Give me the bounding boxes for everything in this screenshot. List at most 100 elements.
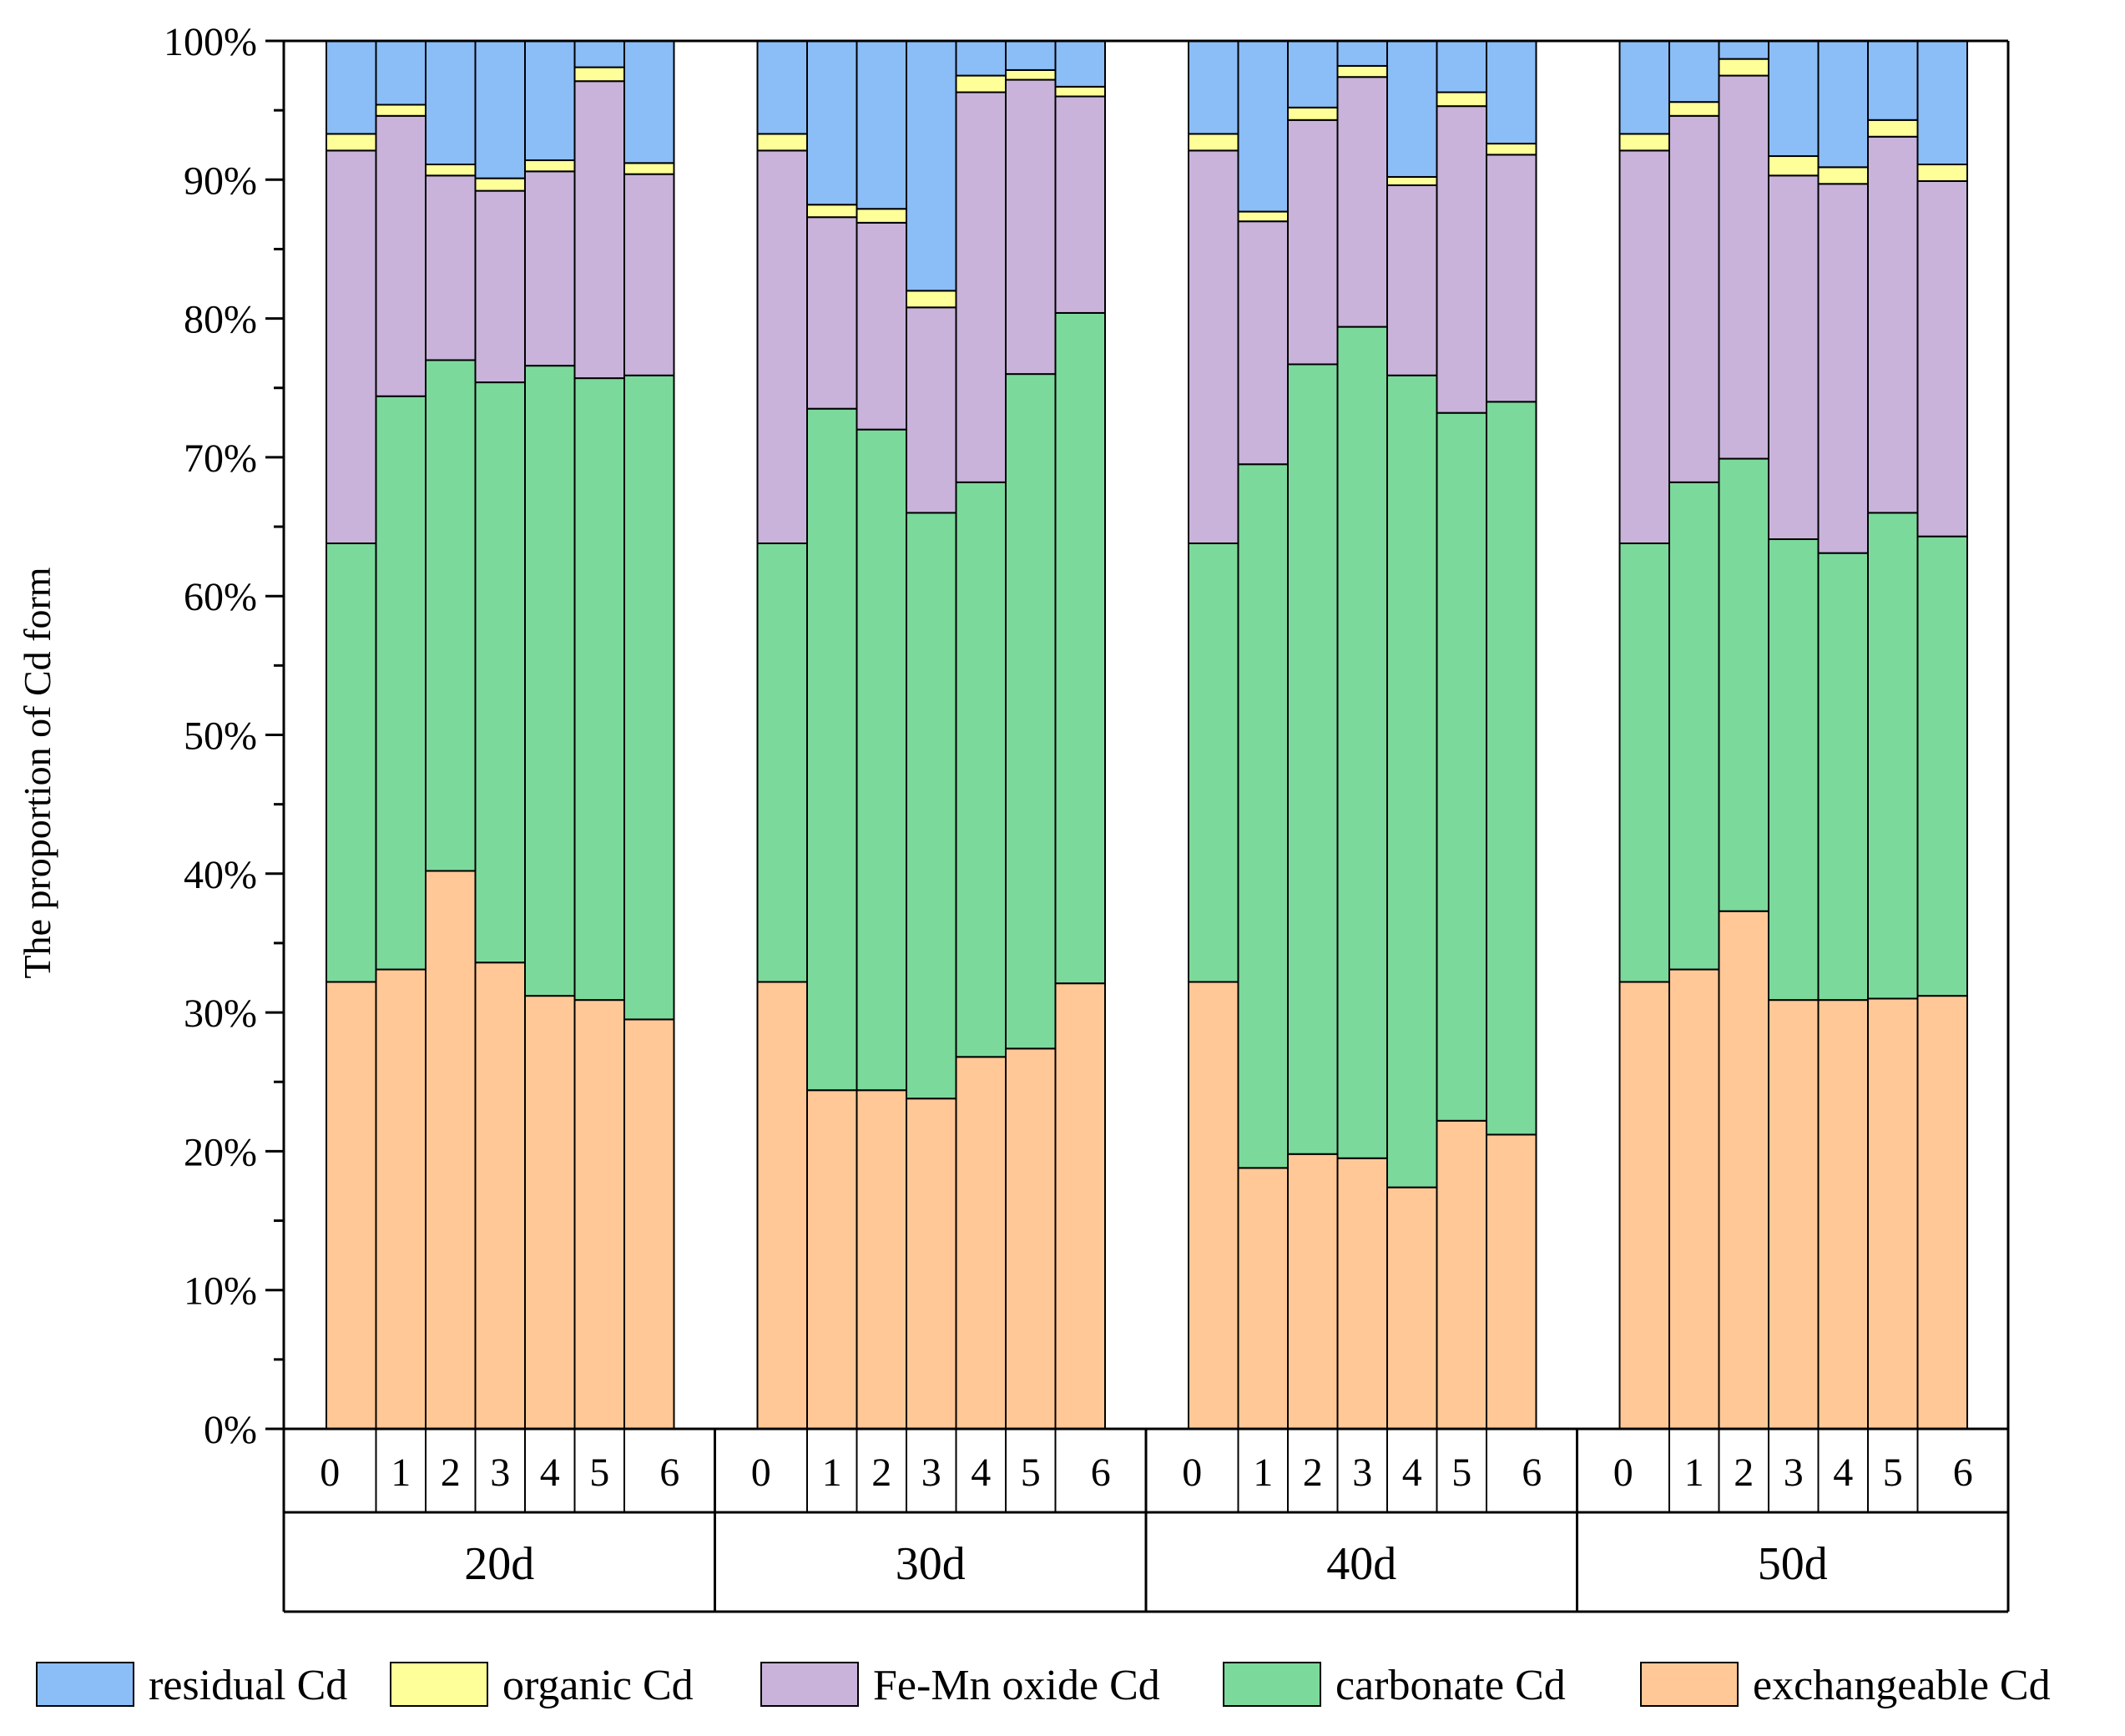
bar-40d-3-exchangeable-cd xyxy=(1336,1157,1388,1430)
legend-swatch-residual-cd xyxy=(36,1662,134,1707)
legend-swatch-carbonate-cd xyxy=(1223,1662,1321,1707)
bar-20d-4-carbonate-cd xyxy=(524,365,576,997)
bar-20d-0-fe-mn-oxide-cd xyxy=(326,149,377,545)
group-label-30d: 30d xyxy=(896,1538,966,1590)
y-tick-label: 70% xyxy=(184,437,257,481)
bar-30d-6-fe-mn-oxide-cd xyxy=(1054,95,1106,314)
x-tick-label-30d-0: 0 xyxy=(751,1451,771,1495)
x-tick-label-30d-6: 6 xyxy=(1091,1451,1111,1495)
x-tick-label-30d-5: 5 xyxy=(1021,1451,1041,1495)
bar-40d-2-exchangeable-cd xyxy=(1287,1153,1339,1430)
bar-40d-4-fe-mn-oxide-cd xyxy=(1386,184,1438,376)
bar-50d-5-fe-mn-oxide-cd xyxy=(1867,135,1919,514)
bar-50d-3-residual-cd xyxy=(1768,40,1820,158)
bar-20d-1-residual-cd xyxy=(375,40,427,106)
bar-20d-2-carbonate-cd xyxy=(425,359,477,872)
legend-swatch-organic-cd xyxy=(390,1662,488,1707)
x-tick-label-30d-4: 4 xyxy=(971,1451,991,1495)
bar-40d-3-organic-cd xyxy=(1336,64,1388,78)
bar-40d-2-fe-mn-oxide-cd xyxy=(1287,119,1339,366)
bar-30d-3-exchangeable-cd xyxy=(906,1098,957,1430)
x-tick-label-40d-5: 5 xyxy=(1451,1451,1471,1495)
bar-40d-1-exchangeable-cd xyxy=(1237,1167,1289,1430)
bar-40d-0-organic-cd xyxy=(1188,133,1239,152)
bar-50d-3-exchangeable-cd xyxy=(1768,999,1820,1430)
x-tick-label-50d-3: 3 xyxy=(1784,1451,1804,1495)
bar-30d-3-residual-cd xyxy=(906,40,957,292)
bar-20d-3-carbonate-cd xyxy=(474,381,526,964)
bar-20d-5-residual-cd xyxy=(573,40,625,68)
bar-50d-4-exchangeable-cd xyxy=(1817,999,1869,1430)
bar-20d-2-exchangeable-cd xyxy=(425,870,477,1430)
bar-30d-0-carbonate-cd xyxy=(756,542,808,983)
bar-40d-3-fe-mn-oxide-cd xyxy=(1336,76,1388,328)
bar-50d-3-fe-mn-oxide-cd xyxy=(1768,174,1820,541)
bar-50d-0-residual-cd xyxy=(1618,40,1670,135)
bar-40d-0-fe-mn-oxide-cd xyxy=(1188,149,1239,545)
bar-20d-3-exchangeable-cd xyxy=(474,961,526,1430)
bar-30d-1-carbonate-cd xyxy=(806,407,858,1092)
bar-20d-6-fe-mn-oxide-cd xyxy=(623,173,675,376)
x-tick-label-30d-3: 3 xyxy=(921,1451,941,1495)
bar-30d-1-residual-cd xyxy=(806,40,858,206)
bar-20d-5-carbonate-cd xyxy=(573,377,625,1002)
bar-30d-5-exchangeable-cd xyxy=(1005,1047,1057,1430)
legend: residual Cd organic Cd Fe-Mn oxide Cd carbo… xyxy=(36,1662,2051,1709)
x-tick-label-20d-5: 5 xyxy=(589,1451,609,1495)
bar-30d-5-residual-cd xyxy=(1005,40,1057,71)
x-tick-label-40d-6: 6 xyxy=(1522,1451,1542,1495)
bar-50d-4-carbonate-cd xyxy=(1817,552,1869,1002)
bar-40d-4-organic-cd xyxy=(1386,175,1438,186)
bar-30d-2-exchangeable-cd xyxy=(856,1089,907,1430)
bar-50d-1-exchangeable-cd xyxy=(1668,968,1720,1431)
bar-20d-4-residual-cd xyxy=(524,40,576,162)
x-tick-label-40d-1: 1 xyxy=(1253,1451,1273,1495)
legend-label-residual-cd: residual Cd xyxy=(149,1662,347,1709)
bar-40d-2-carbonate-cd xyxy=(1287,363,1339,1155)
bar-20d-3-organic-cd xyxy=(474,177,526,192)
x-tick-label-20d-1: 1 xyxy=(391,1451,411,1495)
bar-40d-6-organic-cd xyxy=(1486,143,1537,156)
bar-30d-0-residual-cd xyxy=(756,40,808,135)
legend-label-carbonate-cd: carbonate Cd xyxy=(1335,1662,1566,1709)
bar-20d-1-fe-mn-oxide-cd xyxy=(375,114,427,397)
bar-30d-2-residual-cd xyxy=(856,40,907,210)
bar-50d-1-residual-cd xyxy=(1668,40,1720,103)
bar-50d-4-fe-mn-oxide-cd xyxy=(1817,183,1869,554)
bar-50d-2-fe-mn-oxide-cd xyxy=(1718,74,1769,460)
bar-30d-2-fe-mn-oxide-cd xyxy=(856,221,907,431)
bar-30d-2-carbonate-cd xyxy=(856,428,907,1092)
bar-20d-2-fe-mn-oxide-cd xyxy=(425,174,477,361)
bar-50d-5-residual-cd xyxy=(1867,40,1919,121)
bar-30d-4-fe-mn-oxide-cd xyxy=(955,91,1007,483)
bar-30d-6-carbonate-cd xyxy=(1054,311,1106,985)
bar-20d-0-organic-cd xyxy=(326,133,377,152)
x-tick-label-40d-0: 0 xyxy=(1182,1451,1202,1495)
bar-20d-0-exchangeable-cd xyxy=(326,981,377,1430)
bar-40d-6-carbonate-cd xyxy=(1486,401,1537,1136)
x-tick-label-40d-4: 4 xyxy=(1402,1451,1422,1495)
bar-30d-6-exchangeable-cd xyxy=(1054,982,1106,1431)
bar-40d-0-carbonate-cd xyxy=(1188,542,1239,983)
legend-label-exchangeable-cd: exchangeable Cd xyxy=(1753,1662,2051,1709)
y-axis-label: The proportion of Cd form xyxy=(16,567,58,978)
x-tick-label-50d-1: 1 xyxy=(1684,1451,1704,1495)
bar-20d-4-fe-mn-oxide-cd xyxy=(524,170,576,367)
group-label-50d: 50d xyxy=(1758,1538,1828,1590)
bar-50d-5-exchangeable-cd xyxy=(1867,997,1919,1430)
x-tick-label-20d-4: 4 xyxy=(540,1451,560,1495)
x-tick-label-50d-5: 5 xyxy=(1883,1451,1903,1495)
bar-50d-0-exchangeable-cd xyxy=(1618,981,1670,1430)
bar-50d-2-carbonate-cd xyxy=(1718,457,1769,912)
x-tick-label-30d-1: 1 xyxy=(822,1451,842,1495)
bar-40d-4-residual-cd xyxy=(1386,40,1438,178)
bar-40d-6-exchangeable-cd xyxy=(1486,1133,1537,1430)
bar-50d-2-exchangeable-cd xyxy=(1718,910,1769,1430)
bar-20d-1-carbonate-cd xyxy=(375,395,427,971)
x-tick-label-20d-2: 2 xyxy=(441,1451,461,1495)
bar-50d-6-carbonate-cd xyxy=(1916,535,1968,997)
bar-40d-6-residual-cd xyxy=(1486,40,1537,145)
bar-20d-4-exchangeable-cd xyxy=(524,995,576,1430)
bar-30d-6-organic-cd xyxy=(1054,85,1106,98)
